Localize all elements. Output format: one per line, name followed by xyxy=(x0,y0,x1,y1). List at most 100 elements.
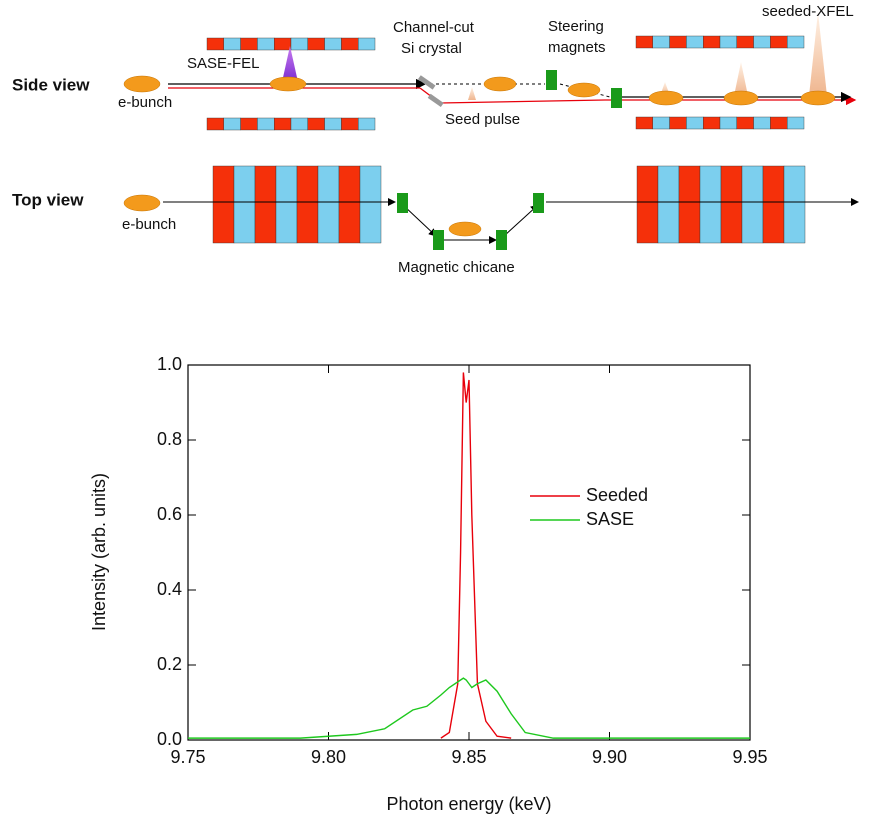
legend-label: SASE xyxy=(586,509,634,529)
undulator-pole xyxy=(762,165,785,244)
undulator-pole xyxy=(341,37,359,51)
undulator-pole xyxy=(257,37,275,51)
label: Si crystal xyxy=(401,40,462,57)
label: magnets xyxy=(548,39,606,56)
undulator-pole xyxy=(358,37,376,51)
undulator-pole xyxy=(240,37,258,51)
crystal xyxy=(427,93,444,108)
x-tick-label: 9.80 xyxy=(311,747,346,767)
undulator-pole xyxy=(324,117,342,131)
pulse xyxy=(468,87,476,100)
series-line xyxy=(440,372,512,739)
crystal xyxy=(417,75,436,90)
undulator-pole xyxy=(296,165,319,244)
undulator-pole xyxy=(720,165,743,244)
undulator-pole xyxy=(274,37,292,51)
undulator-pole xyxy=(719,35,737,49)
undulators xyxy=(206,35,806,244)
undulator-pole xyxy=(212,165,235,244)
y-tick-label: 1.0 xyxy=(157,354,182,374)
undulator-pole xyxy=(317,165,340,244)
pulse xyxy=(282,46,298,82)
undulator-pole xyxy=(703,116,721,130)
undulator-pole xyxy=(770,35,788,49)
undulator-pole xyxy=(719,116,737,130)
x-tick-label: 9.90 xyxy=(592,747,627,767)
undulator-pole xyxy=(787,35,805,49)
undulator-pole xyxy=(324,37,342,51)
undulator-pole xyxy=(206,37,224,51)
undulator-pole xyxy=(223,117,241,131)
undulator-pole xyxy=(274,117,292,131)
undulator-pole xyxy=(223,37,241,51)
label: Magnetic chicane xyxy=(398,259,515,276)
undulator-pole xyxy=(736,35,754,49)
undulator-pole xyxy=(307,37,325,51)
magnet xyxy=(546,70,557,90)
undulator-pole xyxy=(257,117,275,131)
undulator-pole xyxy=(240,117,258,131)
legend-label: Seeded xyxy=(586,485,648,505)
undulator-pole xyxy=(635,35,653,49)
undulator-pole xyxy=(753,116,771,130)
series-line xyxy=(188,677,750,739)
undulator-pole xyxy=(669,35,687,49)
undulator-pole xyxy=(741,165,764,244)
undulator-pole xyxy=(703,35,721,49)
x-axis-label: Photon energy (keV) xyxy=(386,794,551,814)
plot: 9.75 9.80 9.85 9.90 9.95 0.0 0.2 0.4 0.6 0.8 1.0 Se… xyxy=(157,354,768,767)
undulator-pole xyxy=(290,117,308,131)
undulator-pole xyxy=(290,37,308,51)
undulator-pole xyxy=(358,117,376,131)
magnet xyxy=(611,88,622,108)
undulator-pole xyxy=(753,35,771,49)
x-tick-label: 9.95 xyxy=(732,747,767,767)
undulator-pole xyxy=(359,165,382,244)
label: Side view xyxy=(12,75,90,94)
label: Seed pulse xyxy=(445,111,520,128)
x-tick-label: 9.85 xyxy=(451,747,486,767)
undulator-pole xyxy=(341,117,359,131)
y-tick-label: 0.0 xyxy=(157,729,182,749)
label: Top view xyxy=(12,190,84,209)
beam xyxy=(503,204,539,237)
undulator-pole xyxy=(635,116,653,130)
undulator-pole xyxy=(652,116,670,130)
label: e-bunch xyxy=(122,216,176,233)
label: Channel-cut xyxy=(393,19,475,36)
bunches xyxy=(123,75,836,237)
undulator-pole xyxy=(770,116,788,130)
pulse xyxy=(809,12,827,96)
undulator-pole xyxy=(636,165,659,244)
undulator-pole xyxy=(736,116,754,130)
label: Steering xyxy=(548,18,604,35)
magnets xyxy=(397,193,544,250)
label: e-bunch xyxy=(118,94,172,111)
undulator-pole xyxy=(686,116,704,130)
label: SASE-FEL xyxy=(187,55,260,72)
undulator-pole xyxy=(699,165,722,244)
y-tick-label: 0.2 xyxy=(157,654,182,674)
y-tick-label: 0.4 xyxy=(157,579,182,599)
undulator-pole xyxy=(233,165,256,244)
y-tick-label: 0.6 xyxy=(157,504,182,524)
undulator-pole xyxy=(275,165,298,244)
undulator-pole xyxy=(783,165,806,244)
undulator-pole xyxy=(338,165,361,244)
pulse xyxy=(734,62,748,96)
beam xyxy=(439,99,606,104)
undulator-pole xyxy=(657,165,680,244)
beam xyxy=(402,204,437,237)
undulator-pole xyxy=(307,117,325,131)
undulator-pole xyxy=(254,165,277,244)
label: seeded-XFEL xyxy=(762,3,854,20)
undulator-pole xyxy=(787,116,805,130)
y-tick-label: 0.8 xyxy=(157,429,182,449)
undulator-pole xyxy=(686,35,704,49)
undulator-pole xyxy=(652,35,670,49)
undulator-pole xyxy=(678,165,701,244)
undulator-pole xyxy=(206,117,224,131)
undulator-pole xyxy=(669,116,687,130)
y-axis-label: Intensity (arb. units) xyxy=(89,473,109,631)
